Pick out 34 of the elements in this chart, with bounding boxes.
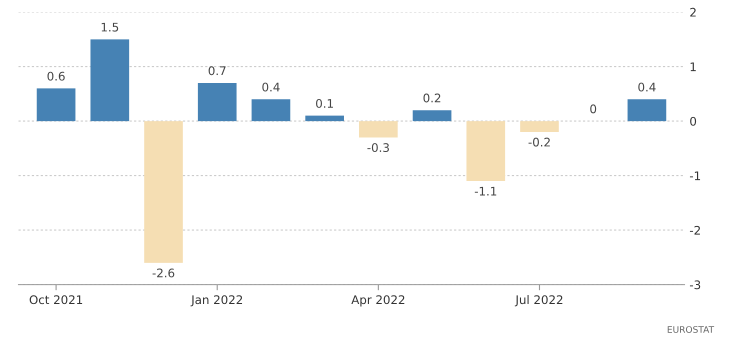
data-label: 0.1 [316, 98, 333, 108]
bar [198, 82, 237, 122]
data-label: 0.2 [423, 94, 440, 102]
bar [305, 116, 344, 122]
bar [90, 39, 130, 122]
bar [466, 121, 506, 182]
bar [252, 99, 290, 122]
bar [144, 121, 183, 263]
y-tick-label: -3 [690, 280, 700, 290]
bar [628, 99, 666, 122]
data-label: 0.6 [47, 72, 65, 81]
data-label: -0.2 [528, 138, 550, 147]
data-label: -2.6 [152, 268, 174, 278]
data-label: 0.4 [262, 82, 280, 92]
bar [520, 121, 559, 132]
x-tick-label: Jan 2022 [190, 295, 242, 306]
data-label: 0 [590, 104, 596, 114]
y-tick-label: 2 [690, 8, 696, 17]
bar [36, 88, 76, 122]
data-label: 0.4 [638, 82, 656, 92]
data-label: -0.3 [367, 143, 389, 152]
data-label: 0.7 [208, 66, 226, 76]
x-tick-label: Apr 2022 [351, 295, 404, 306]
y-tick-label: 1 [690, 62, 696, 72]
data-label: 1.5 [102, 22, 118, 32]
data-label: -1.1 [474, 186, 496, 196]
y-tick-label: -2 [690, 226, 700, 235]
y-tick-label: -1 [690, 171, 700, 180]
bar [412, 110, 452, 122]
bar [359, 121, 398, 138]
y-tick-label: 0 [690, 116, 696, 126]
text: EUROSTAT [668, 326, 714, 333]
x-tick-label: Jul 2022 [514, 295, 562, 306]
x-tick-label: Oct 2021 [30, 295, 82, 304]
